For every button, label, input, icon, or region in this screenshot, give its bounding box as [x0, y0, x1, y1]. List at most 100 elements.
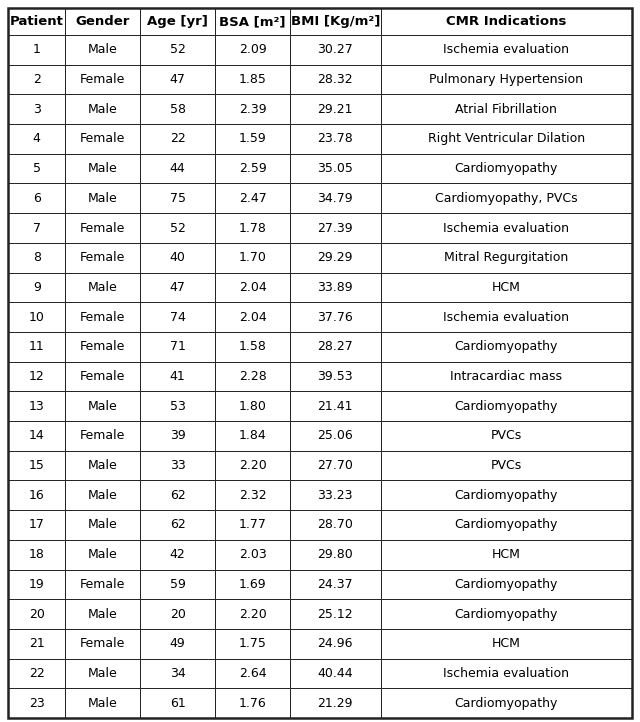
- Text: 21.41: 21.41: [317, 400, 353, 413]
- Bar: [65, 540, 140, 570]
- Text: 25.12: 25.12: [317, 608, 353, 621]
- Text: Female: Female: [80, 251, 125, 264]
- Bar: [381, 570, 632, 599]
- Text: 2.39: 2.39: [239, 103, 266, 116]
- Bar: [290, 303, 381, 332]
- Text: Female: Female: [80, 340, 125, 353]
- Bar: [8, 183, 65, 213]
- Bar: [381, 95, 632, 124]
- Text: 22: 22: [29, 667, 45, 680]
- Text: Cardiomyopathy: Cardiomyopathy: [454, 340, 558, 353]
- Bar: [8, 362, 65, 391]
- Bar: [215, 451, 290, 480]
- Text: 1.85: 1.85: [239, 73, 266, 86]
- Bar: [381, 391, 632, 421]
- Bar: [215, 540, 290, 570]
- Bar: [65, 65, 140, 95]
- Text: 23: 23: [29, 697, 45, 710]
- Text: Male: Male: [88, 667, 118, 680]
- Text: 2.32: 2.32: [239, 489, 266, 502]
- Bar: [140, 154, 215, 183]
- Text: 62: 62: [170, 518, 186, 531]
- Text: 5: 5: [33, 162, 41, 175]
- Text: PVCs: PVCs: [491, 430, 522, 443]
- Text: Female: Female: [80, 132, 125, 145]
- Bar: [381, 480, 632, 510]
- Text: 1.78: 1.78: [239, 222, 266, 235]
- Text: 12: 12: [29, 370, 45, 383]
- Bar: [65, 8, 140, 35]
- Bar: [381, 688, 632, 718]
- Text: 17: 17: [29, 518, 45, 531]
- Bar: [290, 95, 381, 124]
- Bar: [140, 629, 215, 658]
- Text: 58: 58: [170, 103, 186, 116]
- Text: 30.27: 30.27: [317, 43, 353, 56]
- Bar: [140, 124, 215, 154]
- Text: Atrial Fibrillation: Atrial Fibrillation: [455, 103, 557, 116]
- Bar: [8, 540, 65, 570]
- Bar: [290, 629, 381, 658]
- Text: 61: 61: [170, 697, 186, 710]
- Text: 33.23: 33.23: [317, 489, 353, 502]
- Text: 24.37: 24.37: [317, 578, 353, 591]
- Bar: [140, 480, 215, 510]
- Bar: [215, 154, 290, 183]
- Bar: [290, 332, 381, 362]
- Text: 29.21: 29.21: [317, 103, 353, 116]
- Text: Right Ventricular Dilation: Right Ventricular Dilation: [428, 132, 585, 145]
- Bar: [140, 540, 215, 570]
- Text: 29.29: 29.29: [317, 251, 353, 264]
- Bar: [65, 95, 140, 124]
- Bar: [65, 510, 140, 540]
- Bar: [215, 362, 290, 391]
- Text: Pulmonary Hypertension: Pulmonary Hypertension: [429, 73, 583, 86]
- Text: Male: Male: [88, 192, 118, 205]
- Bar: [290, 421, 381, 451]
- Text: 1: 1: [33, 43, 41, 56]
- Text: Ischemia evaluation: Ischemia evaluation: [444, 667, 569, 680]
- Bar: [8, 599, 65, 629]
- Text: 28.27: 28.27: [317, 340, 353, 353]
- Bar: [140, 65, 215, 95]
- Bar: [290, 540, 381, 570]
- Text: 10: 10: [29, 310, 45, 323]
- Text: Mitral Regurgitation: Mitral Regurgitation: [444, 251, 568, 264]
- Bar: [140, 391, 215, 421]
- Text: 2.28: 2.28: [239, 370, 266, 383]
- Text: Female: Female: [80, 370, 125, 383]
- Text: 2.59: 2.59: [239, 162, 266, 175]
- Bar: [381, 332, 632, 362]
- Text: Cardiomyopathy, PVCs: Cardiomyopathy, PVCs: [435, 192, 577, 205]
- Bar: [65, 688, 140, 718]
- Text: 40.44: 40.44: [317, 667, 353, 680]
- Bar: [65, 303, 140, 332]
- Bar: [8, 332, 65, 362]
- Bar: [140, 303, 215, 332]
- Text: Male: Male: [88, 459, 118, 472]
- Text: 22: 22: [170, 132, 186, 145]
- Text: 75: 75: [170, 192, 186, 205]
- Bar: [140, 362, 215, 391]
- Bar: [8, 273, 65, 303]
- Bar: [65, 243, 140, 273]
- Text: Cardiomyopathy: Cardiomyopathy: [454, 697, 558, 710]
- Text: 20: 20: [29, 608, 45, 621]
- Text: 7: 7: [33, 222, 41, 235]
- Bar: [215, 570, 290, 599]
- Bar: [215, 243, 290, 273]
- Bar: [65, 213, 140, 243]
- Text: 2.04: 2.04: [239, 281, 266, 294]
- Bar: [215, 8, 290, 35]
- Bar: [381, 273, 632, 303]
- Text: Gender: Gender: [76, 15, 130, 28]
- Bar: [381, 124, 632, 154]
- Bar: [140, 510, 215, 540]
- Bar: [215, 124, 290, 154]
- Bar: [65, 570, 140, 599]
- Bar: [65, 183, 140, 213]
- Text: Patient: Patient: [10, 15, 63, 28]
- Bar: [215, 213, 290, 243]
- Bar: [8, 629, 65, 658]
- Text: 21.29: 21.29: [317, 697, 353, 710]
